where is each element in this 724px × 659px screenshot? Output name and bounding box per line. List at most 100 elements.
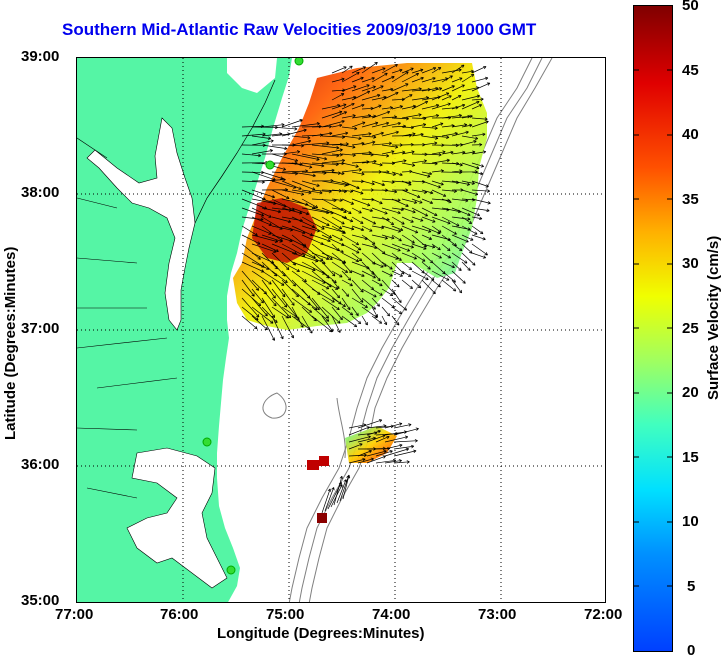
velocity-arrow <box>381 150 395 155</box>
velocity-arrow <box>421 103 440 110</box>
velocity-arrow <box>471 142 483 147</box>
velocity-arrow <box>331 288 340 299</box>
velocity-arrow <box>301 141 330 146</box>
velocity-arrow <box>461 140 477 146</box>
velocity-arrow <box>421 113 440 119</box>
velocity-arrow <box>331 216 345 225</box>
velocity-arrow <box>261 234 283 243</box>
velocity-arrow <box>271 270 288 283</box>
velocity-arrow <box>311 306 330 322</box>
velocity-arrow <box>421 76 436 83</box>
x-axis-label: Longitude (Degrees:Minutes) <box>217 625 425 642</box>
velocity-arrow <box>241 279 255 297</box>
velocity-arrow <box>341 261 353 274</box>
velocity-arrow <box>341 71 360 83</box>
velocity-arrow <box>471 150 487 155</box>
velocity-arrow <box>431 225 442 233</box>
velocity-arrow <box>271 126 298 131</box>
velocity-arrow <box>411 207 429 217</box>
velocity-arrow <box>441 225 457 235</box>
velocity-arrow <box>341 162 359 168</box>
velocity-arrow <box>311 288 335 303</box>
velocity-arrow <box>331 93 345 101</box>
velocity-arrow <box>241 132 266 137</box>
velocity-arrow <box>391 68 403 74</box>
colorbar-tick: 0 <box>687 642 696 659</box>
velocity-arrow <box>381 106 393 110</box>
velocity-arrow <box>321 243 344 254</box>
x-tick-label: 75:00 <box>266 606 305 623</box>
velocity-arrow <box>471 82 491 92</box>
velocity-arrow <box>351 90 371 101</box>
velocity-arrow <box>471 65 487 74</box>
velocity-arrow <box>431 92 450 101</box>
velocity-arrow <box>351 279 364 293</box>
velocity-arrow <box>281 128 307 137</box>
velocity-arrow <box>261 243 279 253</box>
velocity-arrow <box>311 124 332 129</box>
velocity-arrow <box>461 234 474 241</box>
map-title: Southern Mid-Atlantic Raw Velocities 200… <box>62 20 537 39</box>
velocity-arrow <box>401 198 418 204</box>
velocity-arrow <box>393 439 418 443</box>
velocity-arrow <box>421 207 438 217</box>
velocity-arrow <box>361 93 381 101</box>
velocity-arrow <box>331 234 343 241</box>
velocity-arrow <box>471 234 486 241</box>
velocity-arrow <box>281 261 300 272</box>
velocity-arrow <box>371 225 385 230</box>
velocity-arrow <box>311 216 330 227</box>
velocity-arrow <box>371 72 388 83</box>
velocity-arrow <box>331 225 346 234</box>
velocity-arrow <box>351 171 365 176</box>
velocity-arrow <box>451 234 469 243</box>
velocity-arrow <box>361 207 373 213</box>
velocity-arrow <box>351 297 368 308</box>
velocity-arrow <box>471 189 491 193</box>
velocity-arrow <box>341 65 353 74</box>
velocity-arrow <box>431 252 442 259</box>
velocity-arrow <box>251 149 273 155</box>
velocity-arrow <box>421 153 442 157</box>
velocity-arrow <box>381 75 395 83</box>
velocity-arrow <box>421 66 437 74</box>
velocity-arrow <box>451 130 469 137</box>
velocity-arrow <box>321 216 343 230</box>
velocity-arrow <box>441 150 454 155</box>
velocity-arrow <box>451 279 463 294</box>
velocity-arrow <box>331 111 348 119</box>
velocity-arrow <box>331 123 343 128</box>
velocity-arrow <box>391 306 403 315</box>
velocity-arrow <box>341 189 354 193</box>
velocity-arrow <box>461 225 478 235</box>
velocity-arrow <box>411 159 427 164</box>
velocity-arrow <box>341 297 351 311</box>
velocity-arrow <box>401 94 413 101</box>
velocity-arrow <box>361 315 368 326</box>
velocity-arrow <box>251 288 264 304</box>
velocity-arrow <box>461 216 473 224</box>
velocity-arrow <box>451 270 466 284</box>
velocity-arrow <box>366 434 386 443</box>
velocity-arrow <box>281 306 298 318</box>
velocity-arrow <box>471 180 489 188</box>
velocity-arrow <box>311 234 331 243</box>
velocity-arrow <box>291 162 313 169</box>
velocity-arrow <box>291 207 310 216</box>
velocity-arrow <box>291 153 320 161</box>
radar-station <box>226 565 236 575</box>
velocity-arrow <box>351 84 370 92</box>
velocity-arrow <box>361 85 376 92</box>
colorbar-label: Surface Velocity (cm/s) <box>705 235 722 400</box>
velocity-arrow <box>271 279 286 298</box>
velocity-arrow <box>331 131 349 137</box>
velocity-arrow <box>351 198 371 207</box>
velocity-arrow <box>411 198 423 204</box>
velocity-arrow <box>271 252 290 271</box>
velocity-arrow <box>401 113 422 119</box>
velocity-arrow <box>331 66 347 74</box>
velocity-arrow <box>391 71 409 83</box>
velocity-arrow <box>384 435 409 443</box>
velocity-arrow <box>366 455 386 464</box>
velocity-arrow <box>371 306 378 318</box>
